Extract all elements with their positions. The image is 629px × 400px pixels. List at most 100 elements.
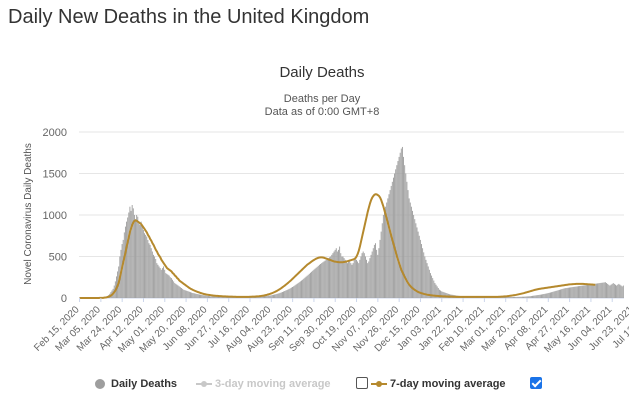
daily-deaths-bar	[619, 284, 621, 298]
daily-deaths-bar	[427, 266, 429, 298]
daily-deaths-bar	[372, 248, 374, 298]
daily-deaths-bar	[541, 294, 542, 298]
daily-deaths-bar	[129, 206, 131, 298]
daily-deaths-bar	[558, 289, 560, 298]
daily-deaths-bar	[301, 280, 302, 298]
daily-deaths-bar	[173, 281, 175, 298]
daily-deaths-bar	[373, 244, 375, 298]
daily-deaths-bar	[221, 296, 223, 298]
daily-deaths-bar	[410, 206, 412, 298]
daily-deaths-bar	[170, 278, 172, 298]
daily-deaths-bar	[314, 268, 316, 298]
legend-item-7-day-average[interactable]: 7-day moving average	[371, 374, 506, 394]
daily-deaths-bar	[209, 296, 210, 298]
daily-deaths-bar	[557, 290, 559, 298]
daily-deaths-bar	[310, 272, 311, 298]
daily-deaths-bar	[375, 243, 376, 298]
daily-deaths-bar	[124, 226, 126, 298]
daily-deaths-bar	[389, 190, 391, 298]
daily-deaths-bar	[200, 294, 202, 298]
daily-deaths-bar	[336, 251, 338, 298]
daily-deaths-bar	[381, 223, 383, 298]
daily-deaths-bar	[344, 259, 346, 298]
daily-deaths-bar	[574, 286, 576, 298]
daily-deaths-bar	[507, 296, 509, 298]
daily-deaths-bar	[394, 173, 396, 298]
daily-deaths-bar	[176, 284, 178, 298]
daily-deaths-bar	[610, 284, 612, 298]
daily-deaths-bar	[139, 224, 141, 298]
daily-deaths-bar	[600, 282, 602, 298]
7-day-average-checkbox[interactable]	[530, 377, 542, 389]
daily-deaths-bar	[563, 288, 565, 298]
daily-deaths-bar	[556, 290, 558, 298]
legend-item-daily-deaths[interactable]: Daily Deaths	[94, 374, 177, 394]
daily-deaths-bar	[436, 286, 438, 298]
daily-deaths-bar	[417, 231, 419, 298]
daily-deaths-bar	[419, 239, 421, 298]
daily-deaths-bar	[195, 293, 197, 298]
daily-deaths-bar	[182, 288, 184, 298]
legend-marker-3-day-average	[196, 381, 212, 387]
daily-deaths-bar	[302, 279, 304, 298]
daily-deaths-bar	[397, 161, 399, 298]
daily-deaths-bar	[325, 259, 327, 298]
daily-deaths-bar	[315, 267, 317, 298]
daily-deaths-bar	[617, 284, 619, 298]
daily-deaths-bar	[424, 256, 426, 298]
daily-deaths-bar	[323, 261, 325, 298]
daily-deaths-bar	[260, 296, 262, 298]
daily-deaths-bar	[160, 269, 162, 298]
daily-deaths-bar	[437, 288, 439, 298]
daily-deaths-bar	[399, 152, 401, 298]
daily-deaths-bar	[442, 291, 444, 298]
daily-deaths-bar	[308, 273, 310, 298]
daily-deaths-bar	[590, 284, 592, 298]
daily-deaths-bar	[285, 290, 287, 298]
daily-deaths-bar	[320, 263, 322, 298]
y-axis-label: Novel Coronavirus Daily Deaths	[23, 143, 34, 285]
daily-deaths-bar	[197, 294, 199, 298]
daily-deaths-bar	[618, 283, 620, 298]
daily-deaths-bar	[148, 243, 150, 298]
chart-subtitle-line-2: Data as of 0:00 GMT+8	[265, 106, 380, 118]
daily-deaths-bar	[379, 239, 381, 298]
daily-deaths-bar	[362, 251, 364, 298]
daily-deaths-bar	[401, 146, 403, 298]
daily-deaths-bar	[122, 239, 124, 298]
daily-deaths-bar	[602, 282, 604, 298]
daily-deaths-bar	[267, 295, 269, 298]
daily-deaths-bar	[155, 258, 157, 298]
3-day-average-checkbox[interactable]	[356, 377, 368, 389]
daily-deaths-bar	[335, 248, 337, 298]
daily-deaths-bar	[582, 285, 584, 298]
daily-deaths-bar	[164, 269, 166, 298]
chart-title: Daily Deaths	[279, 64, 364, 81]
daily-deaths-bar	[187, 291, 189, 298]
daily-deaths-bar	[611, 283, 613, 298]
daily-deaths-bar	[149, 244, 151, 298]
daily-deaths-bar	[270, 295, 272, 298]
legend-item-3-day-average[interactable]: 3-day moving average	[196, 374, 331, 394]
daily-deaths-bar	[385, 206, 387, 298]
moving-average-layer	[79, 193, 596, 299]
daily-deaths-bar	[371, 251, 373, 298]
daily-deaths-bar	[271, 295, 273, 298]
daily-deaths-bar	[542, 294, 544, 298]
daily-deaths-bar	[136, 215, 138, 298]
daily-deaths-bar	[510, 296, 512, 298]
daily-deaths-bar	[196, 294, 198, 298]
daily-deaths-bar	[352, 263, 354, 298]
daily-deaths-bar	[506, 296, 508, 298]
daily-deaths-bar	[206, 295, 208, 298]
daily-deaths-bar	[609, 285, 611, 298]
daily-deaths-bar	[150, 248, 152, 298]
daily-deaths-bar	[147, 239, 149, 298]
daily-deaths-bar	[416, 227, 418, 298]
daily-deaths-bar	[547, 293, 549, 298]
daily-deaths-bar	[351, 264, 353, 298]
daily-deaths-bar	[132, 208, 134, 298]
daily-deaths-bar	[191, 292, 193, 298]
daily-deaths-bar	[350, 263, 352, 298]
daily-deaths-bar	[533, 295, 535, 298]
